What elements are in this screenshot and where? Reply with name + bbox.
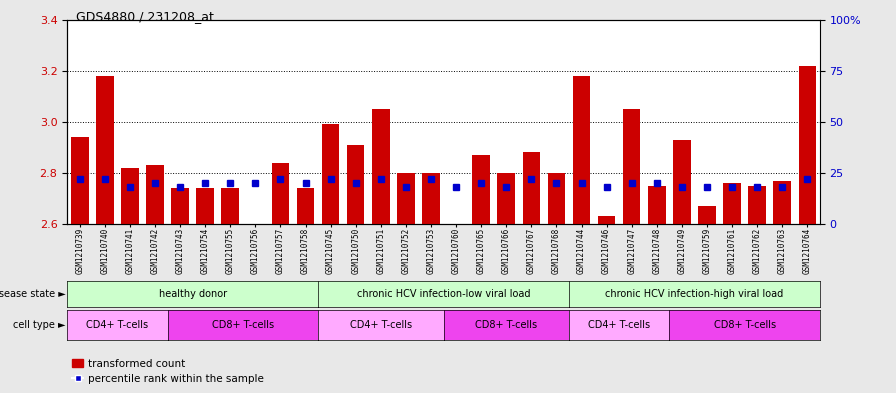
Text: CD4+ T-cells: CD4+ T-cells [349,320,412,330]
Bar [472,155,490,224]
Bar [547,173,565,224]
Bar [522,152,540,224]
Text: chronic HCV infection-low viral load: chronic HCV infection-low viral load [357,289,530,299]
Bar [221,188,239,224]
Text: GDS4880 / 231208_at: GDS4880 / 231208_at [76,10,214,23]
Text: CD4+ T-cells: CD4+ T-cells [86,320,149,330]
Bar [297,188,314,224]
Bar [798,66,816,224]
Bar [271,163,289,224]
Text: CD8+ T-cells: CD8+ T-cells [475,320,538,330]
Bar [497,173,515,224]
Legend: transformed count, percentile rank within the sample: transformed count, percentile rank withi… [73,359,264,384]
Text: chronic HCV infection-high viral load: chronic HCV infection-high viral load [606,289,783,299]
Bar [773,181,791,224]
Text: healthy donor: healthy donor [159,289,227,299]
Text: disease state ►: disease state ► [0,289,65,299]
Text: cell type ►: cell type ► [13,320,65,330]
Bar [146,165,164,224]
Bar [698,206,716,224]
Bar [322,125,340,224]
Text: CD8+ T-cells: CD8+ T-cells [211,320,274,330]
Bar [71,137,89,224]
Bar [171,188,189,224]
Bar [347,145,365,224]
Bar [598,217,616,224]
Bar [196,188,214,224]
Bar [96,76,114,224]
Bar [121,168,139,224]
Bar [573,76,590,224]
Text: CD8+ T-cells: CD8+ T-cells [713,320,776,330]
Bar [623,109,641,224]
Bar [422,173,440,224]
Bar [397,173,415,224]
Bar [372,109,390,224]
Text: CD4+ T-cells: CD4+ T-cells [588,320,650,330]
Bar [648,186,666,224]
Bar [673,140,691,224]
Bar [723,183,741,224]
Bar [748,186,766,224]
